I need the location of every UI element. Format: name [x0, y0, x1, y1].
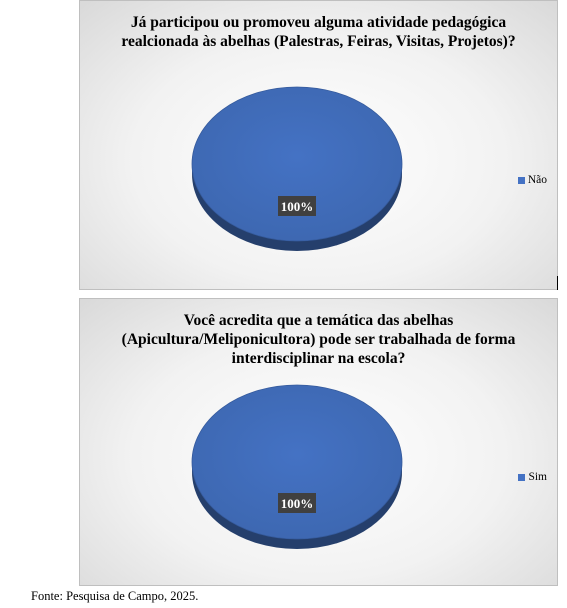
- chart-panel-1: Já participou ou promoveu alguma ativida…: [79, 0, 558, 290]
- legend-label: Não: [527, 174, 547, 186]
- chart-title: Você acredita que a temática das abelhas…: [121, 312, 516, 367]
- chart-title: Já participou ou promoveu alguma ativida…: [121, 14, 516, 50]
- data-label-box: [278, 196, 316, 216]
- pie-chart: 100%: [191, 86, 403, 251]
- legend-swatch: [517, 176, 525, 184]
- divider-line: [557, 276, 558, 290]
- chart-panel-2: Você acredita que a temática das abelhas…: [79, 298, 558, 586]
- data-label-box: [278, 493, 316, 513]
- data-label: 100%: [281, 199, 314, 214]
- pie-slice: [191, 86, 403, 242]
- legend-swatch: [518, 473, 526, 481]
- data-label: 100%: [281, 496, 314, 511]
- source-caption: Fonte: Pesquisa de Campo, 2025.: [31, 589, 199, 603]
- pie-slice: [191, 384, 403, 540]
- legend-label: Sim: [528, 471, 547, 483]
- pie-chart: 100%: [191, 384, 403, 549]
- legend: Sim: [518, 471, 547, 483]
- legend: Não: [517, 174, 547, 186]
